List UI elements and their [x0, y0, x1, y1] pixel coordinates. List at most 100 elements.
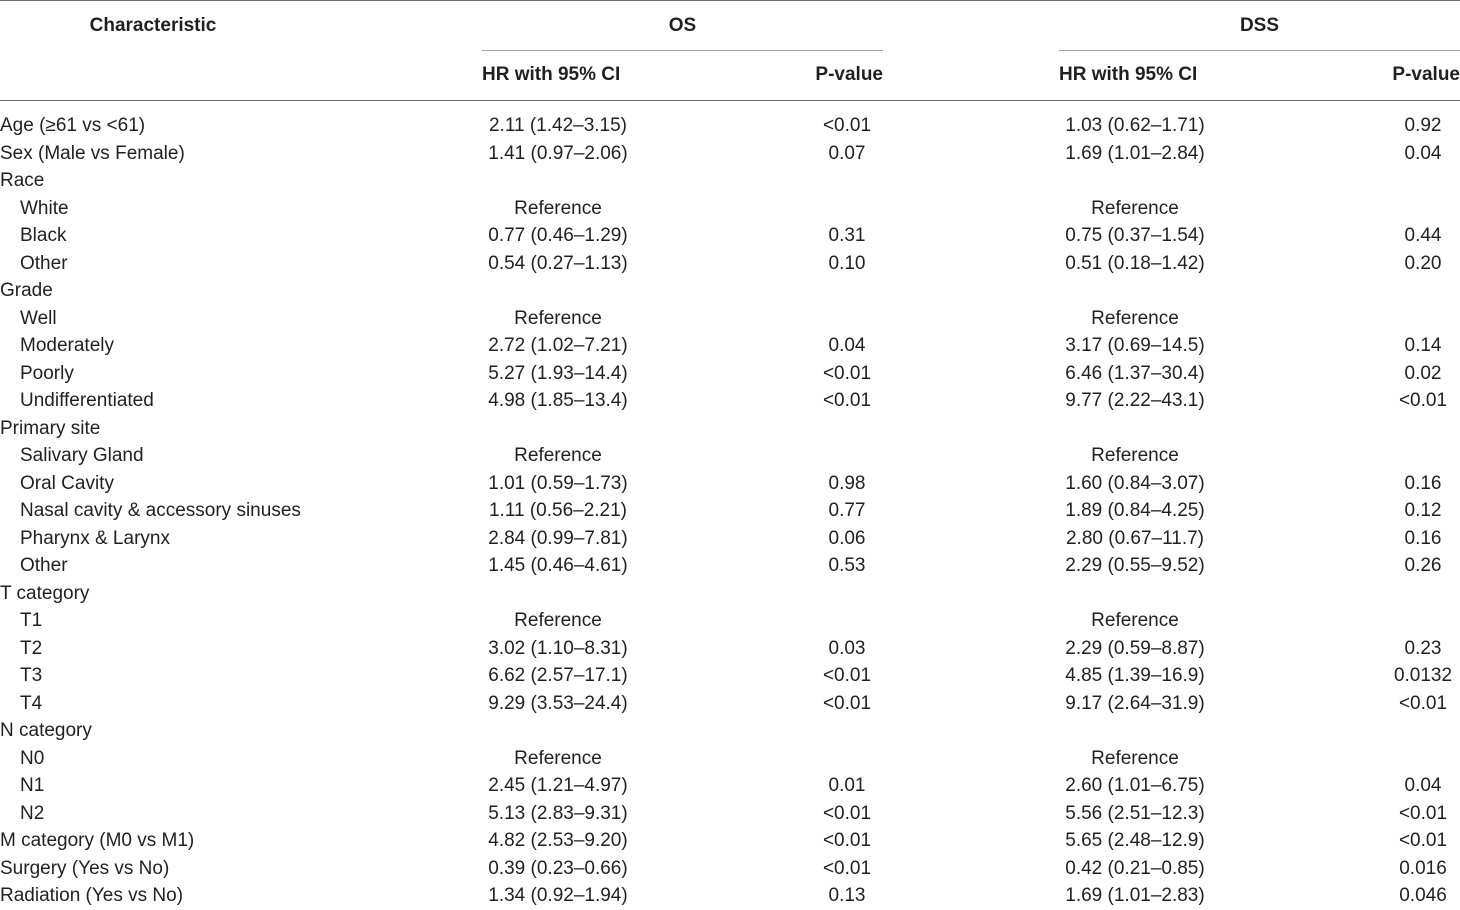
cell-os-pvalue: 0.04 — [828, 335, 866, 356]
cell-characteristic: Poorly — [20, 362, 74, 384]
cell-os-hr: 0.77 (0.46–1.29) — [488, 225, 628, 246]
header-os-pvalue: P-value — [815, 64, 883, 85]
cell-os-hr: 2.84 (0.99–7.81) — [488, 527, 628, 549]
cell-os-pvalue: <0.01 — [822, 362, 872, 384]
cell-dss-pvalue: 0.14 — [1404, 335, 1442, 356]
cell-characteristic: Oral Cavity — [20, 472, 114, 494]
cell-os-pvalue: 0.98 — [828, 472, 866, 494]
cell-dss-pvalue: 0.016 — [1399, 857, 1447, 879]
cell-os-pvalue: 0.03 — [828, 637, 866, 659]
cell-dss-hr: 1.69 (1.01–2.83) — [1065, 885, 1205, 906]
cell-os-pvalue: 0.13 — [828, 885, 866, 906]
cell-dss-hr: 5.56 (2.51–12.3) — [1065, 802, 1205, 824]
cell-characteristic: Well — [20, 307, 57, 329]
cell-os-hr: Reference — [514, 610, 602, 631]
header-os: OS — [668, 15, 697, 36]
table-row: Grade — [0, 277, 1460, 305]
table-row: Sex (Male vs Female) 1.41 (0.97–2.06) 0.07… — [0, 140, 1460, 168]
header-dss-pvalue: P-value — [1392, 64, 1460, 85]
table-row: Well Reference Reference — [0, 305, 1460, 333]
cell-characteristic: Undifferentiated — [20, 390, 154, 411]
cell-dss-pvalue: <0.01 — [1398, 830, 1448, 851]
table-row: Undifferentiated 4.98 (1.85–13.4) <0.01 9.7… — [0, 387, 1460, 415]
table-row: N category — [0, 717, 1460, 745]
cell-characteristic: Nasal cavity & accessory sinuses — [20, 500, 301, 521]
table-row: N0 Reference Reference — [0, 745, 1460, 773]
cell-os-hr: 4.82 (2.53–9.20) — [488, 830, 628, 851]
cell-dss-hr: 5.65 (2.48–12.9) — [1065, 830, 1205, 851]
cell-dss-pvalue: 0.0132 — [1393, 665, 1453, 686]
cell-characteristic: N0 — [20, 747, 45, 769]
cell-os-pvalue: <0.01 — [822, 115, 872, 136]
cell-os-pvalue: <0.01 — [822, 665, 872, 686]
table-row: Oral Cavity 1.01 (0.59–1.73) 0.98 1.60 (0.8… — [0, 470, 1460, 498]
os-group-rule — [482, 50, 883, 51]
cell-os-hr: 0.39 (0.23–0.66) — [488, 857, 628, 879]
cell-os-hr: 6.62 (2.57–17.1) — [488, 665, 628, 686]
cell-os-hr: 5.27 (1.93–14.4) — [488, 362, 628, 384]
cell-dss-hr: 1.89 (0.84–4.25) — [1065, 500, 1205, 521]
cell-dss-hr: 9.17 (2.64–31.9) — [1065, 692, 1205, 714]
table-row: Radiation (Yes vs No) 1.34 (0.92–1.94) 0.1… — [0, 882, 1460, 910]
cell-os-pvalue: <0.01 — [822, 830, 872, 851]
cell-dss-pvalue: 0.04 — [1404, 142, 1442, 164]
cell-os-pvalue: 0.07 — [828, 142, 866, 164]
cell-dss-pvalue: 0.16 — [1404, 527, 1442, 549]
table-row: Pharynx & Larynx 2.84 (0.99–7.81) 0.06 2.80… — [0, 525, 1460, 553]
cell-characteristic: Age (≥61 vs <61) — [0, 115, 146, 136]
cell-dss-hr: 0.42 (0.21–0.85) — [1065, 857, 1205, 879]
header-os-hr: HR with 95% CI — [482, 64, 621, 85]
cell-dss-hr: 6.46 (1.37–30.4) — [1065, 362, 1205, 384]
cell-characteristic: T category — [0, 582, 90, 604]
cell-dss-hr: 4.85 (1.39–16.9) — [1065, 665, 1205, 686]
cell-characteristic: Sex (Male vs Female) — [0, 142, 185, 164]
cell-characteristic: Primary site — [0, 417, 101, 439]
cell-os-pvalue: <0.01 — [822, 692, 872, 714]
cell-os-pvalue: 0.01 — [828, 775, 866, 796]
cell-characteristic: T3 — [20, 665, 43, 686]
cell-dss-hr: 2.29 (0.55–9.52) — [1065, 555, 1205, 576]
cell-characteristic: Pharynx & Larynx — [20, 527, 170, 549]
cell-dss-pvalue: 0.046 — [1399, 885, 1447, 906]
table-top-rule — [0, 0, 1460, 1]
cell-os-pvalue: 0.06 — [828, 527, 866, 549]
table-row: Nasal cavity & accessory sinuses 1.11 (0.… — [0, 497, 1460, 525]
cell-os-hr: 2.11 (1.42–3.15) — [488, 115, 628, 136]
cell-os-pvalue: <0.01 — [822, 390, 872, 411]
cell-dss-hr: Reference — [1091, 747, 1179, 769]
cell-characteristic: Salivary Gland — [20, 445, 144, 466]
cell-os-pvalue: 0.53 — [828, 555, 866, 576]
cell-os-hr: 5.13 (2.83–9.31) — [488, 802, 628, 824]
cell-characteristic: Other — [20, 555, 68, 576]
cell-dss-hr: 9.77 (2.22–43.1) — [1065, 390, 1205, 411]
cell-os-hr: Reference — [514, 307, 602, 329]
cell-dss-hr: 2.80 (0.67–11.7) — [1065, 527, 1205, 549]
cell-os-hr: 9.29 (3.53–24.4) — [488, 692, 628, 714]
cell-dss-hr: Reference — [1091, 610, 1179, 631]
header-characteristic: Characteristic — [89, 15, 217, 36]
cell-os-pvalue: <0.01 — [822, 802, 872, 824]
cell-os-pvalue: <0.01 — [822, 857, 872, 879]
cell-characteristic: M category (M0 vs M1) — [0, 830, 195, 851]
cell-characteristic: Moderately — [20, 335, 114, 356]
cell-characteristic: Other — [20, 252, 68, 274]
cell-characteristic: White — [20, 197, 69, 219]
cell-characteristic: N1 — [20, 775, 45, 796]
table-row: N1 2.45 (1.21–4.97) 0.01 2.60 (1.01–6.75) 0.… — [0, 772, 1460, 800]
header-dss-hr: HR with 95% CI — [1059, 64, 1198, 85]
table-row: Primary site — [0, 415, 1460, 443]
cell-characteristic: N category — [0, 720, 92, 741]
cell-dss-pvalue: <0.01 — [1398, 692, 1448, 714]
cell-os-hr: 1.11 (0.56–2.21) — [488, 500, 628, 521]
table-row: T2 3.02 (1.10–8.31) 0.03 2.29 (0.59–8.87) 0.… — [0, 635, 1460, 663]
cell-dss-pvalue: 0.16 — [1404, 472, 1442, 494]
cell-characteristic: T1 — [20, 610, 43, 631]
table-row: Race — [0, 167, 1460, 195]
dss-group-rule — [1059, 50, 1460, 51]
table-row: T1 Reference Reference — [0, 607, 1460, 635]
table-row: M category (M0 vs M1) 4.82 (2.53–9.20) <0.… — [0, 827, 1460, 855]
cell-characteristic: N2 — [20, 802, 45, 824]
cell-os-pvalue: 0.77 — [828, 500, 866, 521]
cell-dss-pvalue: 0.12 — [1404, 500, 1442, 521]
